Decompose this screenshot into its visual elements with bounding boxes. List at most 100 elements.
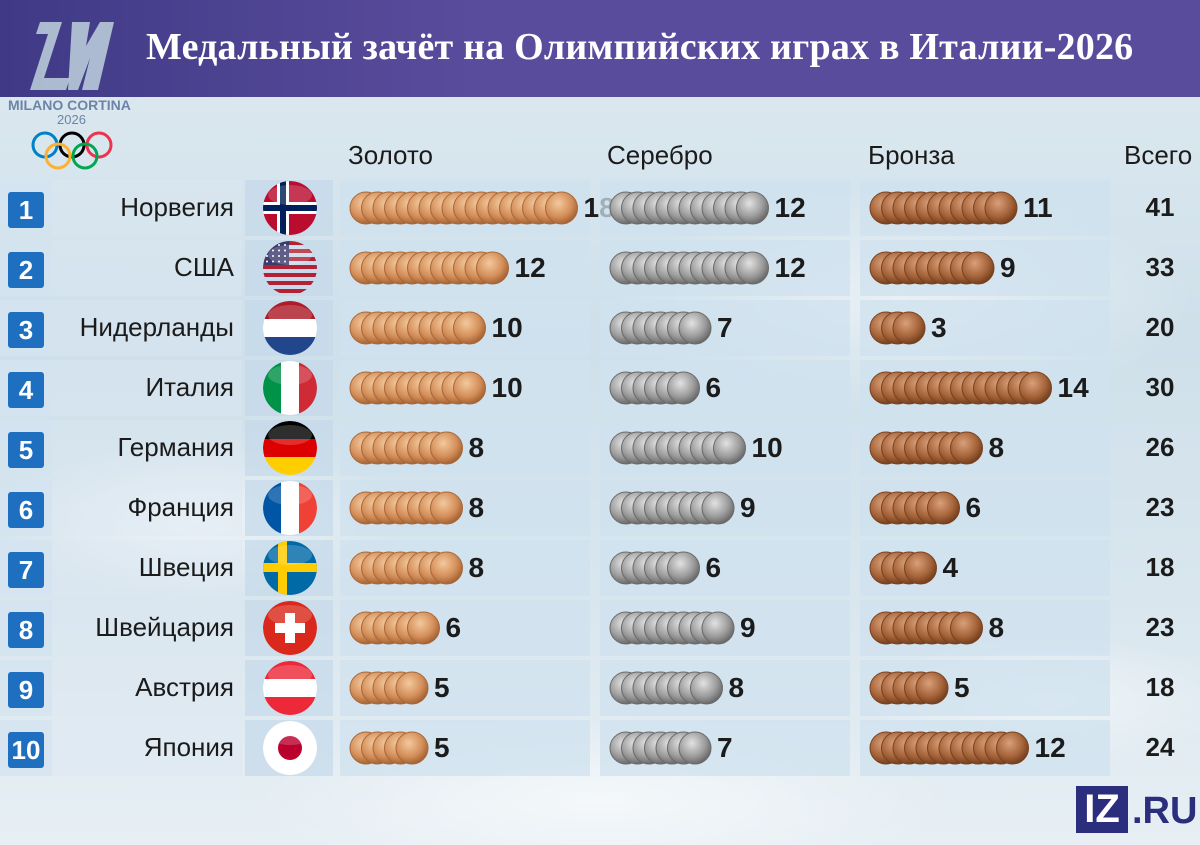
header-bar: Медальный зачёт на Олимпийских играх в И… (0, 0, 1200, 97)
gold-bar: 18 (346, 180, 615, 236)
flag-netherlands-icon (263, 301, 317, 355)
flag-cell (245, 360, 333, 416)
bronze-coin (996, 731, 1029, 765)
total-value: 33 (1145, 252, 1175, 282)
silver-coin (736, 191, 769, 225)
bronze-coin (961, 251, 995, 285)
column-header-silver: Серебро (607, 140, 713, 170)
rank-badge: 3 (8, 312, 44, 348)
logo-text: MILANO CORTINA (8, 97, 131, 113)
gold-coin (430, 551, 463, 585)
country-name: Швеция (138, 552, 234, 582)
silver-bar: 8 (606, 660, 866, 716)
country-cell: Норвегия (52, 180, 242, 236)
gold-value: 10 (491, 372, 523, 403)
bronze-coin (892, 311, 926, 345)
total-value: 30 (1145, 372, 1175, 402)
bronze-coins (869, 731, 1029, 765)
flag-italy-icon (263, 361, 317, 415)
table-row: 5 Германия 8 10 8 26 (0, 420, 1200, 476)
country-cell: Италия (52, 360, 242, 416)
rank-badge: 10 (8, 732, 44, 768)
bronze-bar: 8 (866, 420, 1126, 476)
bronze-coin (915, 671, 949, 705)
table-row: 3 Нидерланды 10 7 3 20 (0, 300, 1200, 356)
country-name: Франция (127, 492, 234, 522)
rank-badge: 2 (8, 252, 44, 288)
silver-value: 9 (740, 612, 756, 643)
country-name: Нидерланды (79, 312, 234, 342)
silver-coin (667, 371, 700, 405)
silver-bar: 9 (606, 600, 866, 656)
gold-bar: 12 (346, 240, 606, 296)
silver-bar: 6 (606, 540, 866, 596)
total-value: 24 (1145, 732, 1175, 762)
bronze-coins (869, 671, 949, 705)
gold-value: 8 (468, 552, 485, 583)
silver-bar: 10 (606, 420, 866, 476)
flag-usa-icon (263, 241, 317, 295)
gold-value: 12 (514, 252, 546, 283)
country-name: Швейцария (95, 612, 234, 642)
rank-badge: 4 (8, 372, 44, 408)
silver-coins (609, 671, 723, 705)
table-row: 8 Швейцария 6 9 8 23 (0, 600, 1200, 656)
silver-bar: 7 (606, 300, 866, 356)
rank-cell: 7 (0, 540, 52, 596)
silver-value: 6 (705, 552, 722, 583)
silver-coins (609, 431, 746, 465)
column-header-gold: Золото (348, 140, 434, 170)
gold-bar: 5 (346, 720, 606, 776)
bronze-value: 6 (965, 492, 982, 523)
gold-coins (349, 731, 429, 765)
silver-bar: 9 (606, 480, 866, 536)
silver-value: 10 (751, 432, 783, 463)
flag-germany-icon (263, 421, 317, 475)
bronze-bar: 8 (866, 600, 1126, 656)
bronze-coin (984, 191, 1018, 225)
silver-coin (667, 551, 700, 585)
table-row: 7 Швеция 8 6 4 18 (0, 540, 1200, 596)
gold-value: 8 (468, 432, 485, 463)
bronze-bar: 4 (866, 540, 1126, 596)
gold-coin (476, 251, 509, 285)
iz-logo-suffix: .RU (1132, 790, 1198, 832)
silver-bar: 12 (606, 180, 866, 236)
total-value: 23 (1145, 492, 1175, 522)
bronze-bar: 6 (866, 480, 1126, 536)
gold-bar: 10 (346, 300, 606, 356)
olympic-rings-icon (31, 131, 113, 170)
silver-coins (609, 371, 700, 405)
gold-value: 5 (434, 732, 450, 763)
silver-coin (690, 671, 723, 705)
flag-japan-icon (263, 721, 317, 775)
table-row: 6 Франция 8 9 6 23 (0, 480, 1200, 536)
silver-value: 12 (774, 252, 806, 283)
silver-coin (713, 431, 746, 465)
country-name: США (174, 252, 234, 282)
country-name: Германия (117, 432, 234, 462)
gold-coin (395, 671, 429, 705)
logo-year: 2026 (57, 112, 86, 127)
bronze-coins (869, 611, 983, 645)
gold-coin (407, 611, 440, 645)
flag-cell (245, 540, 333, 596)
country-name: Япония (143, 732, 234, 762)
gold-coins (349, 611, 440, 645)
gold-coin (453, 311, 486, 345)
silver-value: 8 (728, 672, 745, 703)
silver-coin (701, 491, 735, 525)
rank-badge: 1 (8, 192, 44, 228)
table-row: 10 Япония 5 7 12 24 (0, 720, 1200, 776)
gold-coins (349, 491, 463, 525)
bronze-bar: 11 (866, 180, 1126, 236)
gold-coins (349, 311, 486, 345)
gold-bar: 8 (346, 540, 606, 596)
silver-coins (609, 731, 712, 765)
silver-value: 7 (717, 732, 733, 763)
silver-coin (678, 731, 712, 765)
gold-bar: 8 (346, 480, 606, 536)
total-value: 26 (1145, 432, 1175, 462)
page-title: Медальный зачёт на Олимпийских играх в И… (146, 26, 1134, 68)
rank-cell: 10 (0, 720, 52, 776)
